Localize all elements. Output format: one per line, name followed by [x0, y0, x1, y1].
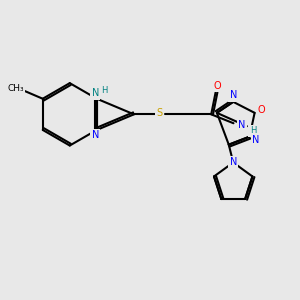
Text: N: N — [238, 120, 245, 130]
Text: O: O — [257, 105, 265, 115]
Text: H: H — [101, 86, 107, 95]
Text: N: N — [252, 135, 260, 145]
Text: N: N — [92, 88, 99, 98]
Text: O: O — [213, 81, 221, 91]
Text: N: N — [92, 130, 99, 140]
Text: N: N — [230, 158, 237, 167]
Text: H: H — [250, 126, 256, 135]
Text: S: S — [157, 108, 163, 118]
Text: CH₃: CH₃ — [7, 84, 24, 93]
Text: N: N — [230, 90, 237, 100]
